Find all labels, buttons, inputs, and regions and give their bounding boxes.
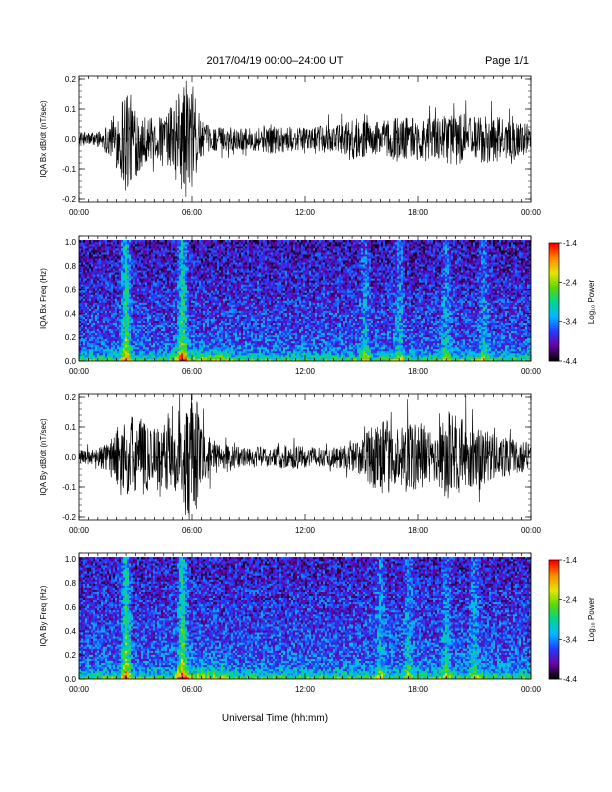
y-tick-label: 1.0 bbox=[65, 555, 77, 564]
figure-title: 2017/04/19 00:00–24:00 UT bbox=[206, 55, 343, 67]
x-tick-label: 18:00 bbox=[408, 367, 429, 376]
y-tick-label: -0.1 bbox=[62, 483, 76, 492]
y-tick-label: -0.2 bbox=[62, 195, 76, 204]
y-tick-label: 0.2 bbox=[65, 75, 77, 84]
y-axis-label: IQA By dB/dt (nT/sec) bbox=[39, 418, 48, 496]
y-tick-label: -0.1 bbox=[62, 165, 76, 174]
y-tick-label: 0.8 bbox=[65, 579, 77, 588]
x-tick-label: 06:00 bbox=[182, 526, 203, 535]
x-tick-label: 12:00 bbox=[295, 685, 316, 694]
x-tick-label: 06:00 bbox=[182, 208, 203, 217]
y-tick-label: 0.4 bbox=[65, 309, 77, 318]
waveform-trace bbox=[79, 80, 531, 197]
colorbar-bx: -1.4 -2.4 -3.4 -4.4 Log₁₀ Power bbox=[548, 239, 596, 366]
y-tick-label: 0.0 bbox=[65, 357, 77, 366]
y-tick-label: 0.0 bbox=[65, 453, 77, 462]
y-axis-label: IQA Bx dB/dt (nT/sec) bbox=[39, 100, 48, 178]
y-tick-label: 1.0 bbox=[65, 238, 77, 247]
spectrogram-image bbox=[79, 240, 531, 361]
x-tick-label: 18:00 bbox=[408, 685, 429, 694]
y-tick-label: 0.1 bbox=[65, 423, 77, 432]
x-tick-label: 00:00 bbox=[69, 208, 90, 217]
y-tick-label: 0.0 bbox=[65, 675, 77, 684]
y-tick-label: 0.2 bbox=[65, 651, 77, 660]
y-tick-label: 0.2 bbox=[65, 333, 77, 342]
x-tick-label: 00:00 bbox=[521, 208, 542, 217]
colorbar-tick-label: -3.4 bbox=[563, 318, 577, 327]
panel-2: 1.0 0.8 0.6 0.4 0.2 0.0 IQA Bx Freq (Hz) 00:00 0… bbox=[39, 235, 542, 376]
x-tick-label: 18:00 bbox=[408, 526, 429, 535]
panel-1: 0.2 0.1 0.0 -0.1 -0.2 IQA Bx dB/dt (nT/sec) 00… bbox=[39, 75, 542, 217]
colorbar-label: Log₁₀ Power bbox=[587, 597, 596, 642]
colorbar-by: -1.4 -2.4 -3.4 -4.4 Log₁₀ Power bbox=[548, 556, 596, 684]
x-tick-label: 06:00 bbox=[182, 367, 203, 376]
colorbar-tick-label: -1.4 bbox=[563, 239, 577, 248]
y-tick-label: 0.4 bbox=[65, 627, 77, 636]
x-axis-label: Universal Time (hh:mm) bbox=[222, 713, 328, 724]
panel-3: 0.2 0.1 0.0 -0.1 -0.2 IQA By dB/dt (nT/sec) 00… bbox=[39, 393, 542, 535]
y-tick-label: 0.6 bbox=[65, 603, 77, 612]
panel-4: 1.0 0.8 0.6 0.4 0.2 0.0 IQA By Freq (Hz) 00:00 0… bbox=[39, 552, 542, 694]
x-tick-label: 00:00 bbox=[521, 526, 542, 535]
x-tick-label: 00:00 bbox=[69, 685, 90, 694]
spectrogram-image bbox=[79, 557, 531, 679]
panels: 0.2 0.1 0.0 -0.1 -0.2 IQA Bx dB/dt (nT/sec) 00… bbox=[39, 75, 542, 694]
colorbar-tick-label: -2.4 bbox=[563, 596, 577, 605]
y-tick-label: 0.6 bbox=[65, 286, 77, 295]
x-tick-label: 00:00 bbox=[521, 367, 542, 376]
x-tick-label: 00:00 bbox=[69, 367, 90, 376]
colorbar-tick-label: -4.4 bbox=[563, 357, 577, 366]
y-tick-label: 0.2 bbox=[65, 393, 77, 402]
waveform-trace bbox=[79, 394, 531, 520]
colorbar-tick-label: -2.4 bbox=[563, 278, 577, 287]
y-tick-label: 0.8 bbox=[65, 262, 77, 271]
x-tick-label: 12:00 bbox=[295, 367, 316, 376]
y-tick-label: 0.1 bbox=[65, 105, 77, 114]
colorbar-label: Log₁₀ Power bbox=[587, 280, 596, 325]
y-tick-label: -0.2 bbox=[62, 513, 76, 522]
x-tick-label: 00:00 bbox=[69, 526, 90, 535]
y-axis-label: IQA Bx Freq (Hz) bbox=[39, 268, 48, 329]
colorbar-tick-label: -3.4 bbox=[563, 635, 577, 644]
x-tick-label: 12:00 bbox=[295, 526, 316, 535]
y-tick-label: 0.0 bbox=[65, 135, 77, 144]
x-tick-label: 06:00 bbox=[182, 685, 203, 694]
colorbar-tick-label: -1.4 bbox=[563, 556, 577, 565]
page-indicator: Page 1/1 bbox=[485, 55, 529, 67]
y-axis-label: IQA By Freq (Hz) bbox=[39, 585, 48, 646]
x-tick-label: 18:00 bbox=[408, 208, 429, 217]
x-tick-label: 12:00 bbox=[295, 208, 316, 217]
colorbar-tick-label: -4.4 bbox=[563, 675, 577, 684]
x-tick-label: 00:00 bbox=[521, 685, 542, 694]
